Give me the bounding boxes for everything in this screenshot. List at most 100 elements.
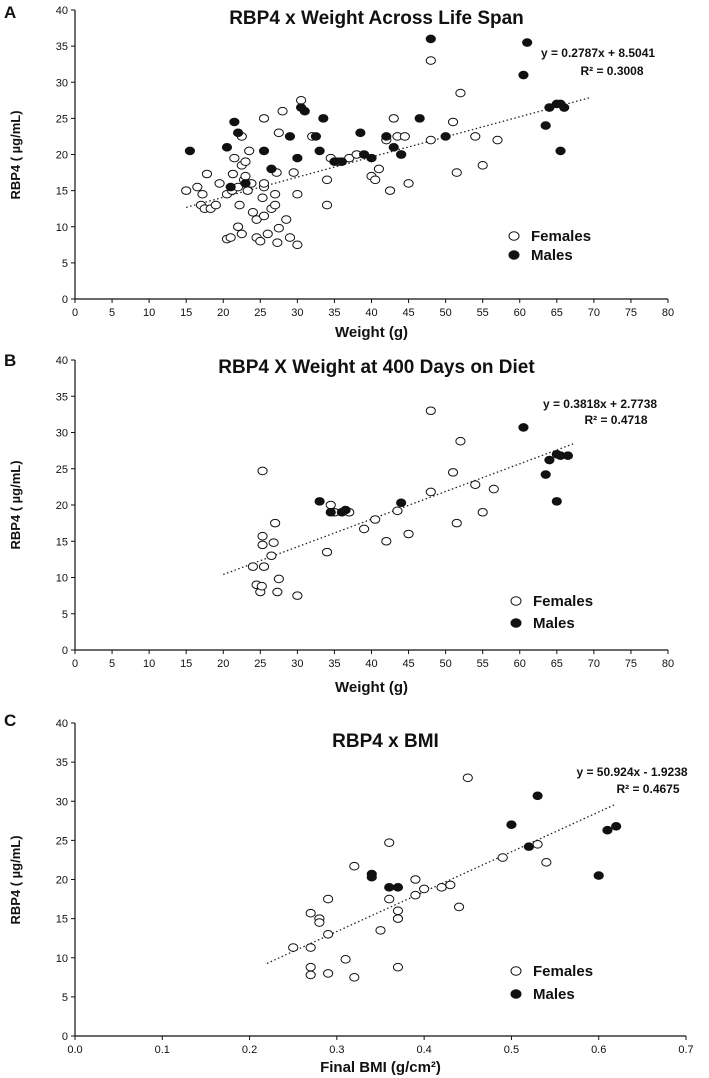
x-tick-label: 15 xyxy=(180,658,192,670)
female-point xyxy=(403,179,414,188)
female-point xyxy=(201,169,213,179)
r-squared: R² = 0.3008 xyxy=(580,64,643,78)
y-tick-label: 20 xyxy=(56,150,68,162)
x-tick-label: 50 xyxy=(440,307,452,319)
female-point xyxy=(234,200,245,210)
panel-c: C RBP4 x BMI 0 5 10 15 20 25 30 35 40 0.0 0.1 0.2 0.3 0… xyxy=(4,711,694,1076)
male-point xyxy=(299,106,310,116)
legend-male-marker xyxy=(510,989,522,999)
female-point xyxy=(451,168,462,177)
female-point xyxy=(262,229,273,239)
chart-title: RBP4 x BMI xyxy=(332,731,439,752)
female-point xyxy=(323,929,334,939)
x-tick-label: 70 xyxy=(588,658,600,670)
male-point xyxy=(551,497,562,506)
female-point xyxy=(240,157,251,167)
x-tick-label: 25 xyxy=(254,658,266,670)
series-females xyxy=(247,406,499,600)
regression-equation: y = 50.924x - 1.9238 xyxy=(576,765,687,779)
series-females xyxy=(181,56,503,250)
female-point xyxy=(210,200,221,210)
female-point xyxy=(272,238,283,247)
female-point xyxy=(375,926,386,935)
panel-a: A RBP4 x Weight Across Life Span 0 5 10 15 20 2… xyxy=(4,3,674,341)
regression-equation: y = 0.2787x + 8.5041 xyxy=(541,46,655,60)
male-point xyxy=(284,132,296,141)
male-point xyxy=(225,182,236,192)
y-tick-label: 20 xyxy=(56,875,68,887)
female-point xyxy=(257,540,268,550)
male-point xyxy=(518,423,529,432)
female-point xyxy=(541,857,552,867)
x-tick-label: 10 xyxy=(143,658,155,670)
x-tick-label: 25 xyxy=(254,307,266,319)
series-males xyxy=(366,791,622,892)
y-tick-label: 0 xyxy=(62,1031,68,1043)
female-point xyxy=(321,175,333,185)
female-point xyxy=(344,153,355,163)
female-point xyxy=(292,591,303,600)
female-point xyxy=(247,208,258,217)
female-point xyxy=(229,153,240,163)
y-tick-label: 30 xyxy=(56,428,68,440)
female-point xyxy=(470,480,481,490)
x-tick-label: 65 xyxy=(551,307,563,319)
y-tick-label: 10 xyxy=(56,222,68,234)
female-point xyxy=(384,894,395,904)
female-point xyxy=(314,918,325,927)
female-point xyxy=(181,186,192,195)
x-tick-label: 40 xyxy=(365,307,377,319)
male-point xyxy=(522,38,533,47)
female-point xyxy=(392,962,404,972)
male-point xyxy=(388,142,399,152)
legend: Females Males xyxy=(510,963,593,1003)
panel-letter: C xyxy=(4,711,16,730)
female-point xyxy=(455,88,466,98)
x-tick-label: 15 xyxy=(180,307,192,319)
female-point xyxy=(425,135,436,145)
y-tick-label: 25 xyxy=(56,835,68,847)
female-point xyxy=(305,962,316,972)
x-tick-label: 0.5 xyxy=(504,1044,519,1056)
legend-female-marker xyxy=(510,966,522,976)
panel-letter: B xyxy=(4,351,16,370)
female-point xyxy=(455,436,466,446)
x-tick-label: 60 xyxy=(514,307,526,319)
male-point xyxy=(325,507,336,517)
x-tick-label: 45 xyxy=(402,307,414,319)
female-point xyxy=(410,890,421,900)
female-point xyxy=(257,466,268,476)
male-point xyxy=(336,157,347,167)
male-point xyxy=(540,470,551,479)
female-point xyxy=(321,547,333,557)
male-point xyxy=(221,142,233,152)
female-point xyxy=(492,135,503,145)
female-point xyxy=(425,406,436,416)
female-point xyxy=(247,562,258,571)
legend-female-label: Females xyxy=(533,593,593,610)
female-point xyxy=(349,861,360,871)
female-point xyxy=(277,106,288,116)
x-tick-label: 75 xyxy=(625,658,637,670)
female-point xyxy=(436,883,447,892)
x-tick-label: 20 xyxy=(217,307,229,319)
y-tick-label: 30 xyxy=(56,796,68,808)
female-point xyxy=(268,538,279,548)
male-point xyxy=(318,114,329,123)
x-tick-label: 0.6 xyxy=(591,1044,606,1056)
series-males xyxy=(314,423,574,517)
male-point xyxy=(340,505,351,515)
y-tick-label: 10 xyxy=(56,573,68,585)
x-tick-label: 35 xyxy=(328,658,340,670)
female-point xyxy=(258,179,270,188)
x-tick-label: 70 xyxy=(588,307,600,319)
y-tick-label: 15 xyxy=(56,914,68,926)
male-point xyxy=(355,128,366,138)
male-point xyxy=(240,179,251,188)
female-point xyxy=(392,914,404,923)
female-point xyxy=(244,146,255,156)
male-point xyxy=(314,497,325,506)
female-point xyxy=(323,894,334,904)
female-point xyxy=(270,518,281,528)
female-point xyxy=(370,515,381,524)
